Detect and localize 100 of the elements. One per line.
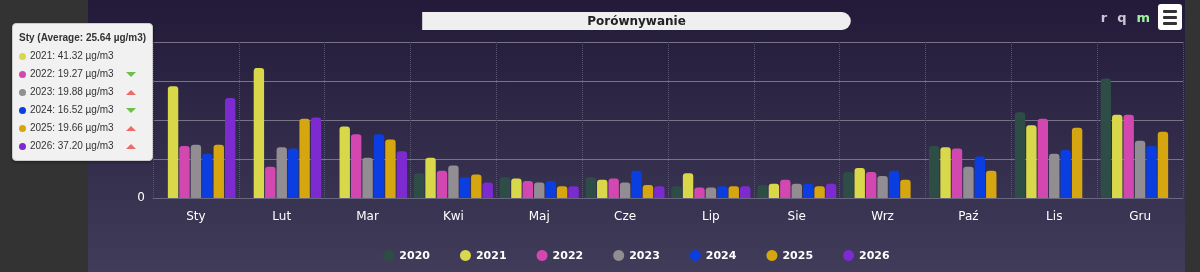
x-tick-label: Mar <box>356 209 379 223</box>
text: r <box>1100 10 1108 25</box>
bar <box>694 187 705 198</box>
bar <box>1060 149 1071 198</box>
x-tick-label: Gru <box>1129 209 1152 223</box>
bar <box>865 172 877 198</box>
bar <box>202 153 213 198</box>
x-tick-label: Lis <box>1046 209 1063 223</box>
bar <box>534 182 545 198</box>
bar <box>265 166 276 198</box>
bar <box>888 170 900 198</box>
bar <box>825 183 837 198</box>
bar <box>511 178 522 198</box>
text: m <box>1136 10 1150 25</box>
bar <box>436 170 448 198</box>
bar <box>986 170 997 198</box>
bar <box>757 185 768 198</box>
bar <box>1037 118 1049 198</box>
text: 2022: 19.27 µg/m3 <box>30 67 114 81</box>
bar <box>631 170 642 198</box>
bar <box>705 187 717 198</box>
legend-label: 2023 <box>629 249 660 262</box>
legend-label: 2020 <box>399 249 431 262</box>
bar <box>310 117 322 198</box>
bar <box>522 181 534 198</box>
bar <box>350 134 362 198</box>
bar <box>802 183 814 198</box>
text: Sty (Average: 25.64 µg/m3) <box>19 31 147 45</box>
legend-label: 2022 <box>552 249 584 262</box>
bar <box>556 186 568 198</box>
chart-title: Porównywanie <box>587 14 686 28</box>
bar <box>1157 131 1169 198</box>
bar <box>728 186 739 198</box>
bar <box>167 86 179 198</box>
bar <box>1100 78 1111 198</box>
bar <box>545 181 556 198</box>
bar <box>396 151 408 198</box>
bar <box>499 177 511 198</box>
bar <box>642 185 654 198</box>
bar <box>768 183 780 198</box>
bar <box>1049 153 1060 198</box>
bar <box>900 179 911 198</box>
bar <box>253 68 265 198</box>
bar <box>362 157 373 198</box>
text: 0 <box>137 190 146 204</box>
bar <box>385 139 396 198</box>
text: q <box>1117 10 1127 25</box>
bar <box>190 144 202 198</box>
bar <box>1146 146 1157 198</box>
bar <box>413 173 425 198</box>
x-tick-label: Paź <box>958 209 979 223</box>
bar <box>459 177 471 198</box>
bar <box>928 146 940 198</box>
bar <box>740 186 751 198</box>
bar <box>213 144 224 198</box>
x-tick-label: Sie <box>787 209 806 223</box>
bar <box>482 182 493 198</box>
bar <box>471 174 482 198</box>
bar <box>671 186 682 198</box>
text: 2026: 37.20 µg/m3 <box>30 139 114 153</box>
text: 2024: 16.52 µg/m3 <box>30 103 114 117</box>
bar <box>791 183 802 198</box>
x-tick-label: Lut <box>272 209 292 223</box>
x-tick-label: Maj <box>528 209 550 223</box>
bar <box>225 97 236 198</box>
bar <box>585 177 596 198</box>
x-tick-label: Cze <box>614 209 637 223</box>
bar <box>682 173 694 198</box>
bar <box>1014 112 1026 198</box>
bar <box>717 186 728 198</box>
bar <box>951 148 963 198</box>
text: 2023: 19.88 µg/m3 <box>30 85 114 99</box>
bar <box>654 186 665 198</box>
x-tick-label: Lip <box>702 209 720 223</box>
bar <box>1071 127 1083 198</box>
bar <box>963 166 974 198</box>
legend-label: 2024 <box>705 249 737 262</box>
bar <box>339 126 350 198</box>
bar <box>1112 114 1123 198</box>
legend-label: 2025 <box>782 249 814 262</box>
bar <box>608 178 619 198</box>
legend-label: 2021 <box>475 249 507 262</box>
bar <box>1134 140 1146 198</box>
bar <box>854 168 865 198</box>
x-tick-label: Kwi <box>442 209 464 223</box>
bar <box>1123 114 1134 198</box>
bar <box>780 179 791 198</box>
bar <box>299 118 310 198</box>
text: 2025: 19.66 µg/m3 <box>30 121 114 135</box>
x-tick-label: Sty <box>186 209 206 223</box>
bar <box>814 186 825 198</box>
bar <box>448 165 459 198</box>
bar <box>287 148 299 198</box>
bar <box>373 134 385 198</box>
bar <box>843 172 854 198</box>
bar <box>425 157 436 198</box>
bar <box>974 156 986 198</box>
bar <box>877 175 888 198</box>
text: 2021: 41.32 µg/m3 <box>30 49 114 63</box>
x-tick-label: Wrz <box>871 209 894 223</box>
